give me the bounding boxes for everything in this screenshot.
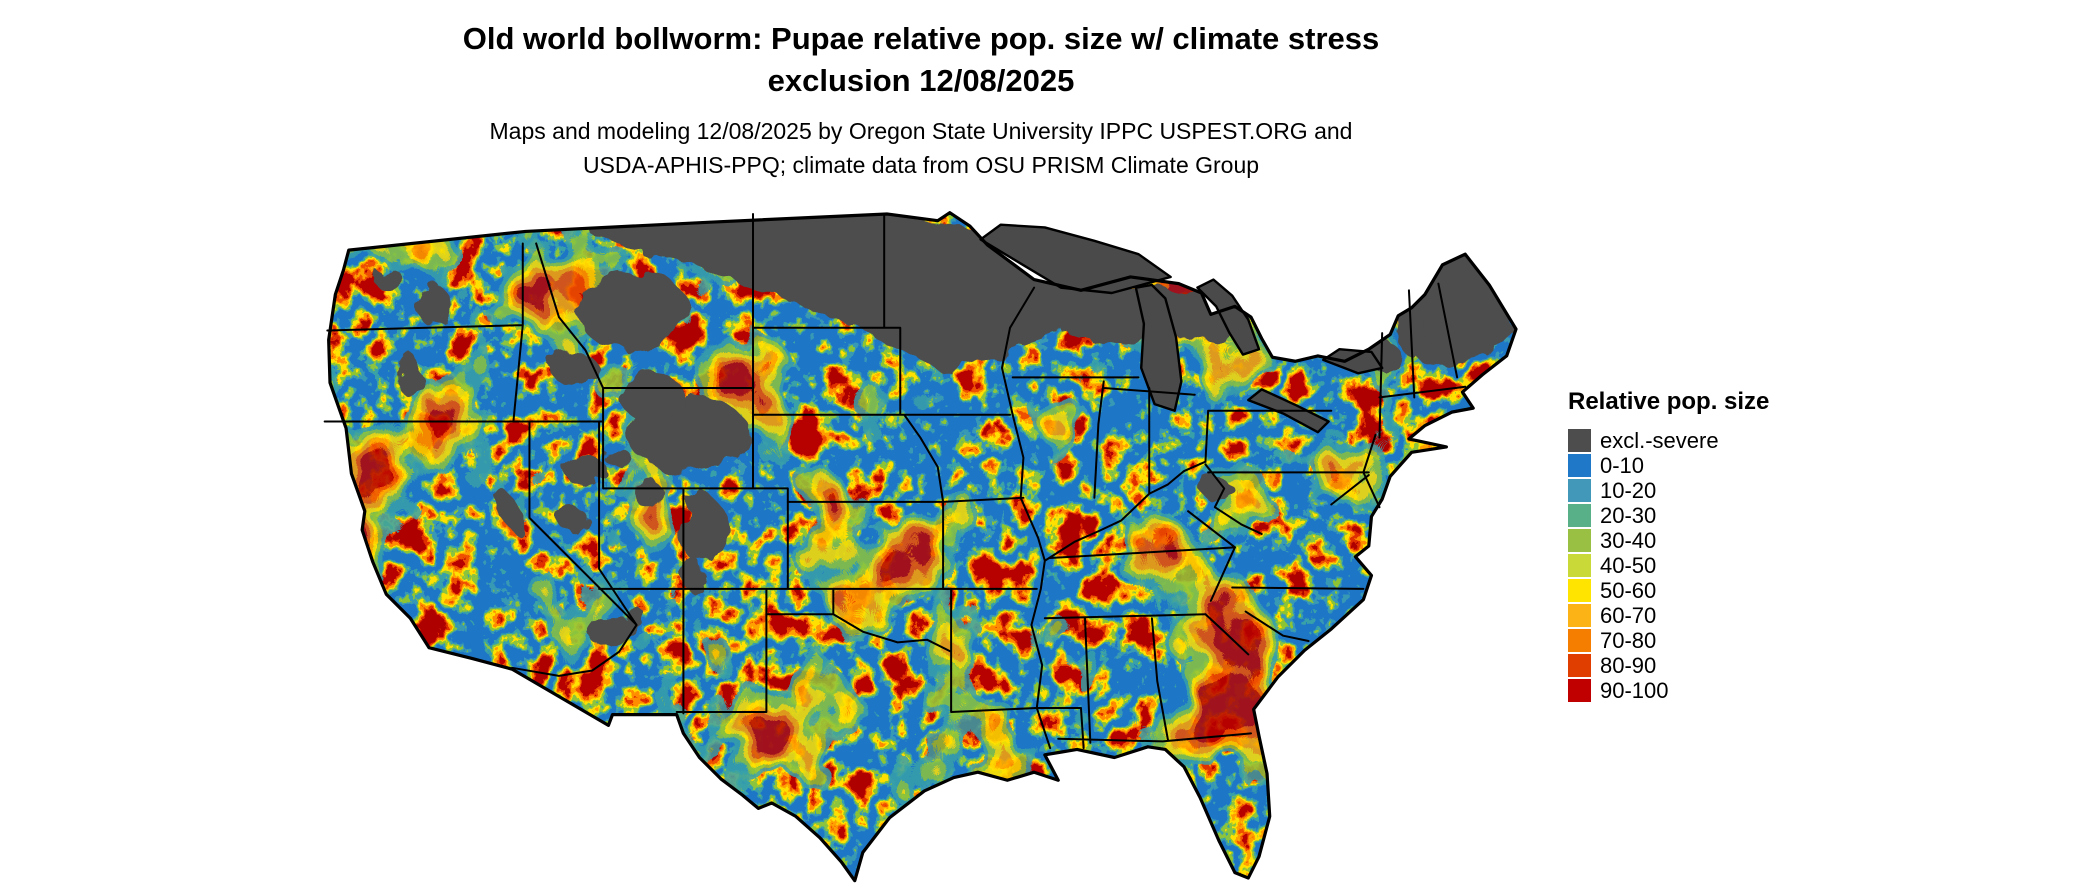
legend-swatch: [1568, 479, 1591, 502]
map-subtitle-line1: Maps and modeling 12/08/2025 by Oregon S…: [489, 118, 1353, 144]
legend-label: 30-40: [1600, 528, 1657, 553]
legend-label: 50-60: [1600, 578, 1657, 603]
legend-label: 90-100: [1600, 678, 1669, 703]
legend-label: 60-70: [1600, 603, 1657, 628]
legend-row: 60-70: [1568, 603, 1868, 628]
map-header: Old world bollworm: Pupae relative pop. …: [0, 18, 1842, 182]
legend-swatch: [1568, 504, 1591, 527]
legend-label: 0-10: [1600, 453, 1645, 478]
map-subtitle: Maps and modeling 12/08/2025 by Oregon S…: [0, 114, 1842, 182]
us-outline: [327, 211, 1518, 883]
legend-swatch: [1568, 629, 1591, 652]
legend-swatch: [1568, 529, 1591, 552]
legend-swatch: [1568, 654, 1591, 677]
legend-row: 80-90: [1568, 653, 1868, 678]
us-map: [311, 210, 1527, 886]
legend-row: 90-100: [1568, 678, 1868, 703]
legend-row: 40-50: [1568, 553, 1868, 578]
legend-row: 30-40: [1568, 528, 1868, 553]
legend: Relative pop. size excl.-severe 0-10 10-…: [1568, 388, 1868, 703]
excluded-severe-region: [375, 212, 1514, 647]
legend-title: Relative pop. size: [1568, 388, 1770, 415]
legend-swatch: [1568, 454, 1591, 477]
legend-swatch: [1568, 679, 1591, 702]
legend-swatch: [1568, 429, 1591, 452]
legend-swatch: [1568, 604, 1591, 627]
legend-row: excl.-severe: [1568, 428, 1868, 453]
legend-label: 80-90: [1600, 653, 1657, 678]
raster-layer: [328, 212, 1517, 881]
legend-label: excl.-severe: [1600, 428, 1719, 453]
state-borders: [323, 213, 1467, 750]
legend-row: 0-10: [1568, 453, 1868, 478]
map-title-line2: exclusion 12/08/2025: [767, 63, 1075, 98]
legend-row: 20-30: [1568, 503, 1868, 528]
legend-row: 70-80: [1568, 628, 1868, 653]
lake-michigan: [1134, 283, 1183, 412]
lake-huron: [1196, 278, 1261, 356]
legend-swatch: [1568, 579, 1591, 602]
legend-label: 20-30: [1600, 503, 1657, 528]
great-lakes: [979, 223, 1384, 434]
lake-ontario: [1322, 348, 1384, 375]
legend-label: 70-80: [1600, 628, 1657, 653]
map-title-line1: Old world bollworm: Pupae relative pop. …: [462, 21, 1380, 56]
lake-superior: [979, 223, 1172, 295]
us-map-svg: [323, 211, 1518, 883]
legend-swatch: [1568, 554, 1591, 577]
map-subtitle-line2: USDA-APHIS-PPQ; climate data from OSU PR…: [582, 152, 1260, 178]
legend-row: 10-20: [1568, 478, 1868, 503]
legend-label: 40-50: [1600, 553, 1657, 578]
legend-row: 50-60: [1568, 578, 1868, 603]
legend-label: 10-20: [1600, 478, 1657, 503]
